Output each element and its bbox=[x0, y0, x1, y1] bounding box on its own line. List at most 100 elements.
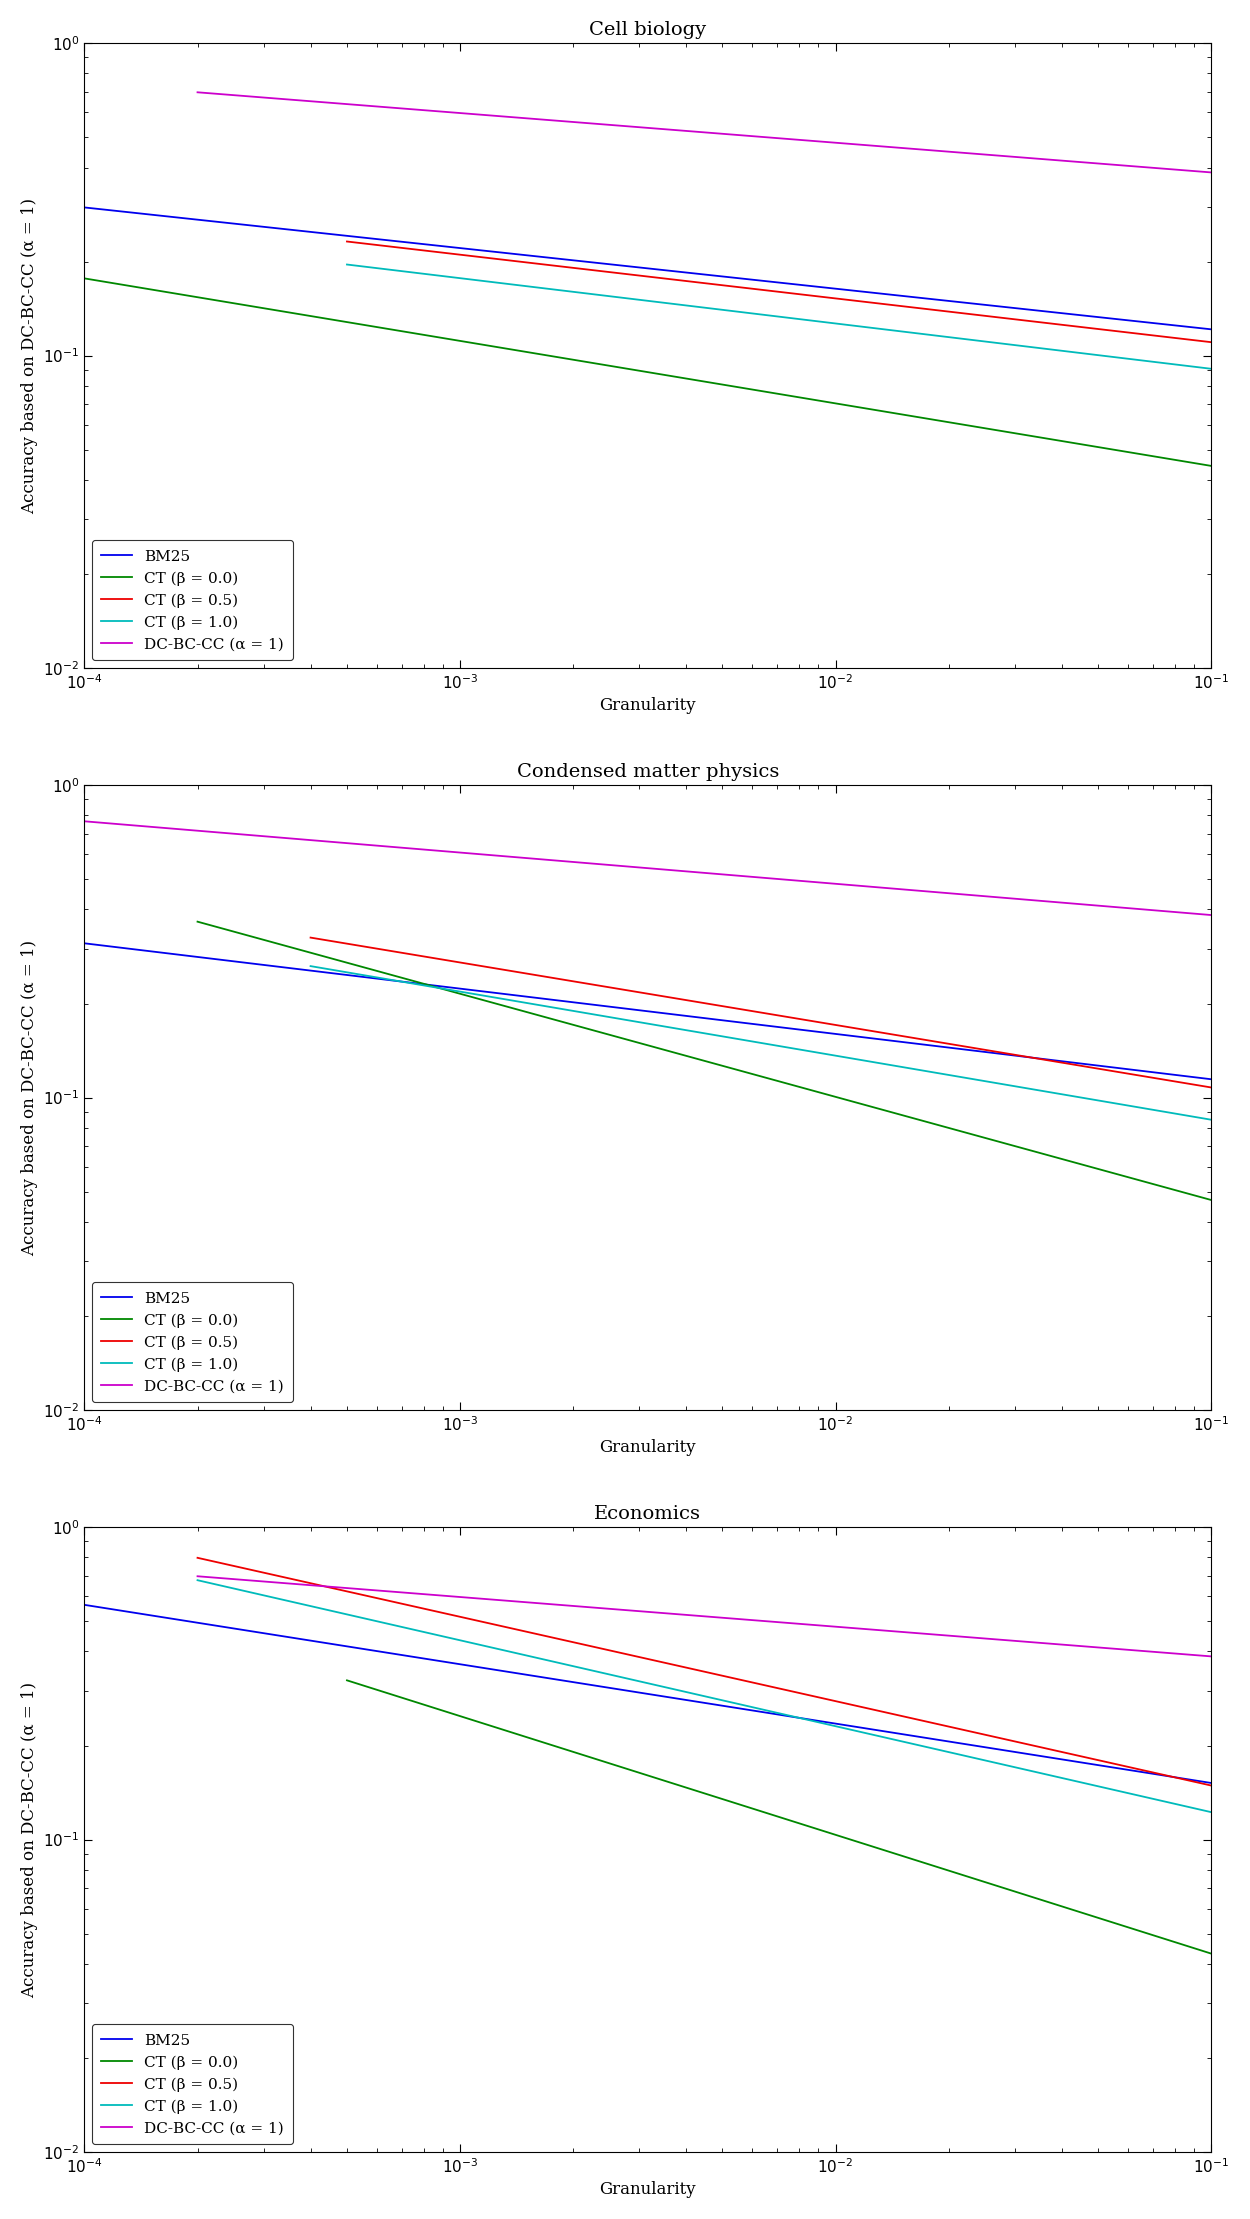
CT (β = 0.5) bbox=[916, 295, 931, 322]
BM25 bbox=[1204, 1065, 1219, 1092]
CT (β = 1.0) bbox=[788, 1704, 802, 1731]
Title: Cell biology: Cell biology bbox=[589, 20, 706, 40]
CT (β = 0.5) bbox=[1204, 1074, 1219, 1101]
DC-BC-CC (α = 1) bbox=[190, 80, 205, 107]
CT (β = 0.0) bbox=[849, 1828, 864, 1855]
CT (β = 0.5) bbox=[462, 950, 478, 976]
BM25 bbox=[741, 1010, 756, 1036]
DC-BC-CC (α = 1) bbox=[276, 825, 291, 852]
CT (β = 0.0) bbox=[492, 1715, 508, 1742]
BM25 bbox=[366, 1638, 381, 1664]
CT (β = 0.5) bbox=[370, 1584, 385, 1611]
Line: CT (β = 1.0): CT (β = 1.0) bbox=[198, 1580, 1211, 1813]
BM25 bbox=[586, 992, 601, 1019]
CT (β = 0.5) bbox=[710, 992, 725, 1019]
CT (β = 0.5) bbox=[450, 1602, 465, 1629]
Line: BM25: BM25 bbox=[85, 943, 1211, 1078]
BM25 bbox=[78, 193, 92, 220]
CT (β = 0.0) bbox=[586, 351, 601, 377]
CT (β = 0.0) bbox=[730, 1791, 745, 1817]
Title: Economics: Economics bbox=[594, 1504, 701, 1522]
DC-BC-CC (α = 1) bbox=[586, 850, 601, 877]
CT (β = 1.0) bbox=[710, 1023, 725, 1050]
Line: BM25: BM25 bbox=[85, 206, 1211, 328]
DC-BC-CC (α = 1) bbox=[450, 100, 465, 126]
CT (β = 1.0) bbox=[1204, 1800, 1219, 1826]
X-axis label: Granularity: Granularity bbox=[600, 1440, 696, 1456]
CT (β = 0.5) bbox=[190, 1544, 205, 1571]
CT (β = 0.5) bbox=[561, 253, 576, 280]
CT (β = 1.0) bbox=[370, 1609, 385, 1635]
Line: CT (β = 0.5): CT (β = 0.5) bbox=[198, 1558, 1211, 1786]
Line: CT (β = 0.0): CT (β = 0.0) bbox=[85, 277, 1211, 466]
CT (β = 1.0) bbox=[849, 313, 864, 340]
CT (β = 0.5) bbox=[649, 1646, 664, 1673]
Line: CT (β = 1.0): CT (β = 1.0) bbox=[348, 264, 1211, 368]
BM25 bbox=[276, 954, 291, 981]
Line: CT (β = 1.0): CT (β = 1.0) bbox=[310, 965, 1211, 1121]
BM25 bbox=[78, 930, 92, 956]
Y-axis label: Accuracy based on DC-BC-CC (α = 1): Accuracy based on DC-BC-CC (α = 1) bbox=[21, 197, 38, 513]
Legend: BM25, CT (β = 0.0), CT (β = 0.5), CT (β = 1.0), DC-BC-CC (α = 1): BM25, CT (β = 0.0), CT (β = 0.5), CT (β … bbox=[92, 541, 292, 661]
DC-BC-CC (α = 1) bbox=[788, 126, 802, 153]
CT (β = 0.5) bbox=[730, 273, 745, 300]
CT (β = 0.5) bbox=[302, 925, 318, 952]
Y-axis label: Accuracy based on DC-BC-CC (α = 1): Accuracy based on DC-BC-CC (α = 1) bbox=[21, 939, 38, 1256]
BM25 bbox=[829, 1021, 844, 1047]
DC-BC-CC (α = 1) bbox=[866, 1615, 881, 1642]
CT (β = 1.0) bbox=[492, 271, 508, 297]
CT (β = 0.0) bbox=[1204, 453, 1219, 479]
CT (β = 0.0) bbox=[741, 375, 756, 402]
Line: BM25: BM25 bbox=[85, 1604, 1211, 1782]
CT (β = 1.0) bbox=[730, 297, 745, 324]
CT (β = 0.5) bbox=[340, 229, 355, 255]
CT (β = 0.0) bbox=[561, 1737, 576, 1764]
Legend: BM25, CT (β = 0.0), CT (β = 0.5), CT (β = 1.0), DC-BC-CC (α = 1): BM25, CT (β = 0.0), CT (β = 0.5), CT (β … bbox=[92, 1283, 292, 1402]
BM25 bbox=[586, 249, 601, 275]
Line: CT (β = 0.5): CT (β = 0.5) bbox=[348, 242, 1211, 342]
CT (β = 1.0) bbox=[561, 277, 576, 304]
CT (β = 1.0) bbox=[302, 952, 318, 979]
DC-BC-CC (α = 1) bbox=[370, 1578, 385, 1604]
CT (β = 0.5) bbox=[866, 1698, 881, 1724]
CT (β = 0.0) bbox=[649, 1034, 664, 1061]
CT (β = 1.0) bbox=[866, 1722, 881, 1749]
DC-BC-CC (α = 1) bbox=[925, 879, 940, 905]
CT (β = 1.0) bbox=[649, 1671, 664, 1698]
CT (β = 0.0) bbox=[925, 406, 940, 433]
CT (β = 1.0) bbox=[1204, 355, 1219, 382]
CT (β = 1.0) bbox=[990, 331, 1005, 357]
Line: DC-BC-CC (α = 1): DC-BC-CC (α = 1) bbox=[198, 93, 1211, 173]
CT (β = 0.0) bbox=[1204, 1187, 1219, 1214]
CT (β = 1.0) bbox=[905, 1056, 920, 1083]
DC-BC-CC (α = 1) bbox=[788, 1611, 802, 1638]
CT (β = 0.0) bbox=[990, 1873, 1005, 1899]
BM25 bbox=[925, 1032, 940, 1058]
DC-BC-CC (α = 1) bbox=[450, 1584, 465, 1611]
DC-BC-CC (α = 1) bbox=[1204, 160, 1219, 186]
BM25 bbox=[1204, 315, 1219, 342]
X-axis label: Granularity: Granularity bbox=[600, 2181, 696, 2199]
CT (β = 0.5) bbox=[788, 1680, 802, 1706]
Line: DC-BC-CC (α = 1): DC-BC-CC (α = 1) bbox=[85, 821, 1211, 914]
BM25 bbox=[829, 1711, 844, 1737]
CT (β = 0.0) bbox=[276, 297, 291, 324]
CT (β = 0.5) bbox=[905, 1025, 920, 1052]
CT (β = 1.0) bbox=[954, 1742, 969, 1769]
DC-BC-CC (α = 1) bbox=[866, 133, 881, 160]
CT (β = 1.0) bbox=[535, 992, 550, 1019]
BM25 bbox=[1204, 1769, 1219, 1795]
BM25 bbox=[78, 1591, 92, 1618]
X-axis label: Granularity: Granularity bbox=[600, 697, 696, 715]
BM25 bbox=[925, 286, 940, 313]
Title: Condensed matter physics: Condensed matter physics bbox=[516, 763, 779, 781]
CT (β = 0.5) bbox=[954, 1715, 969, 1742]
DC-BC-CC (α = 1) bbox=[366, 832, 381, 859]
BM25 bbox=[366, 226, 381, 253]
DC-BC-CC (α = 1) bbox=[649, 1600, 664, 1627]
BM25 bbox=[741, 266, 756, 293]
BM25 bbox=[276, 1622, 291, 1649]
CT (β = 0.5) bbox=[535, 963, 550, 990]
CT (β = 0.5) bbox=[1204, 328, 1219, 355]
Line: CT (β = 0.0): CT (β = 0.0) bbox=[348, 1680, 1211, 1953]
